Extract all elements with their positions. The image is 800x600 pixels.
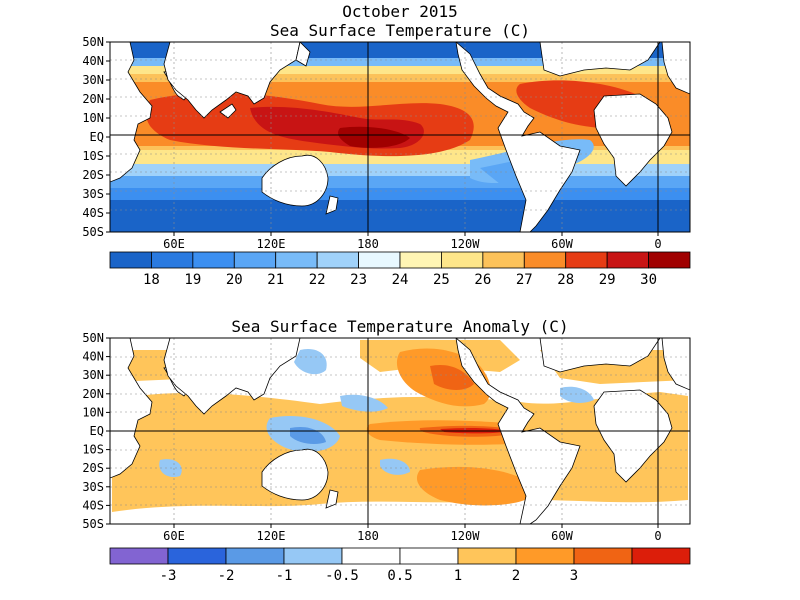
anomaly-lat-label: 40N [82,350,104,364]
sst-field [110,42,690,232]
sst-colorbar-swatch [648,251,691,269]
anomaly-colorbar-swatch [399,547,459,565]
sst-colorbar: 18 19 20 21 22 23 24 25 26 27 28 29 30 [109,251,691,288]
sst-colorbar-label: 25 [433,272,450,288]
sst-colorbar-swatch [316,251,359,269]
sst-lon-label: 60W [551,237,573,251]
sst-colorbar-label: 23 [350,272,367,288]
sst-colorbar-label: 20 [226,272,243,288]
sst-colorbar-label: 26 [474,272,491,288]
anomaly-lat-label: 20N [82,387,104,401]
sst-colorbar-swatch [565,251,608,269]
anomaly-lat-label: 10S [82,443,104,457]
sst-colorbar-swatch [523,251,567,269]
sst-panel-title: Sea Surface Temperature (C) [270,21,530,40]
figure-title: October 2015 [342,2,458,21]
sst-colorbar-label: 30 [640,272,657,288]
sst-colorbar-label: 22 [309,272,326,288]
anomaly-colorbar-swatch [283,547,343,565]
anomaly-colorbar-label: -0.5 [325,568,359,584]
sst-lon-label: 180 [357,237,379,251]
sst-colorbar-label: 29 [599,272,616,288]
sst-colorbar-label: 28 [557,272,574,288]
anomaly-map [109,337,691,525]
sst-colorbar-swatch [482,251,525,269]
sst-lat-label: 10N [82,111,104,125]
sst-colorbar-swatch [151,251,194,269]
anomaly-lat-labels: 50N 40N 30N 20N 10N EQ 10S 20S 30S 40S 50S [82,331,110,531]
anomaly-colorbar-swatch [515,547,575,565]
anomaly-lon-label: 0 [654,529,661,543]
anomaly-colorbar-label: -3 [160,568,177,584]
anomaly-colorbar-swatch [573,547,633,565]
sst-colorbar-label: 21 [267,272,284,288]
sst-lat-label: 50S [82,225,104,239]
continents [110,42,690,232]
anomaly-panel-title: Sea Surface Temperature Anomaly (C) [231,317,568,336]
anomaly-colorbar-label: 0.5 [387,568,412,584]
sst-colorbar-label: 18 [143,272,160,288]
anomaly-lat-label: 50S [82,517,104,531]
sst-lat-label: 40S [82,206,104,220]
anomaly-colorbar-label: 1 [454,568,462,584]
anomaly-lon-label: 60W [551,529,573,543]
anomaly-colorbar-label: -2 [218,568,235,584]
anomaly-colorbar-swatch [631,547,691,565]
sst-colorbar-label: 19 [184,272,201,288]
sst-colorbar-label: 24 [392,272,409,288]
sst-lat-label: EQ [90,130,104,144]
sst-map [109,41,691,233]
sst-lat-label: 20S [82,168,104,182]
sst-colorbar-swatch [441,251,484,269]
sst-lat-labels: 50N 40N 30N 20N 10N EQ 10S 20S 30S 40S 50S [82,35,110,239]
anomaly-lat-label: 30N [82,368,104,382]
sst-colorbar-swatch [358,251,401,269]
anomaly-lat-label: 30S [82,480,104,494]
sst-lat-label: 50N [82,35,104,49]
anomaly-colorbar-swatch [457,547,517,565]
sst-lon-labels: 60E 120E 180 120W 60W 0 [163,232,662,251]
anomaly-lat-label: EQ [90,424,104,438]
anomaly-lat-label: 50N [82,331,104,345]
anomaly-colorbar-swatch [341,547,401,565]
sst-lat-label: 40N [82,54,104,68]
sst-colorbar-swatch [399,251,442,269]
sst-colorbar-swatch [233,251,277,269]
anomaly-colorbar-label: -1 [276,568,293,584]
anomaly-lon-label: 180 [357,529,379,543]
anomaly-colorbar-label: 3 [570,568,578,584]
anomaly-lon-label: 60E [163,529,185,543]
anomaly-lon-labels: 60E 120E 180 120W 60W 0 [163,524,662,543]
sst-colorbar-swatch [109,251,152,269]
sst-lat-label: 30S [82,187,104,201]
sst-colorbar-swatch [275,251,318,269]
anomaly-lon-label: 120E [257,529,286,543]
anomaly-lat-label: 10N [82,405,104,419]
anomaly-colorbar-label: 2 [512,568,520,584]
sst-lon-label: 120E [257,237,286,251]
anomaly-lon-label: 120W [451,529,481,543]
anomaly-colorbar-swatch [225,547,285,565]
sst-lat-label: 10S [82,149,104,163]
anomaly-lat-label: 20S [82,461,104,475]
sst-lon-label: 120W [451,237,481,251]
sst-lat-label: 20N [82,92,104,106]
anomaly-colorbar-swatch [167,547,227,565]
anomaly-gridlines [110,338,690,524]
anomaly-colorbar-swatch [109,547,169,565]
anomaly-lat-label: 40S [82,498,104,512]
anomaly-colorbar: -3 -2 -1 -0.5 0.5 1 2 3 [109,547,691,584]
sst-colorbar-swatch [606,251,649,269]
sst-colorbar-label: 27 [516,272,533,288]
sst-lon-label: 0 [654,237,661,251]
sst-lon-label: 60E [163,237,185,251]
sst-lat-label: 30N [82,73,104,87]
sst-gridlines [110,42,690,232]
sst-colorbar-swatch [192,251,235,269]
